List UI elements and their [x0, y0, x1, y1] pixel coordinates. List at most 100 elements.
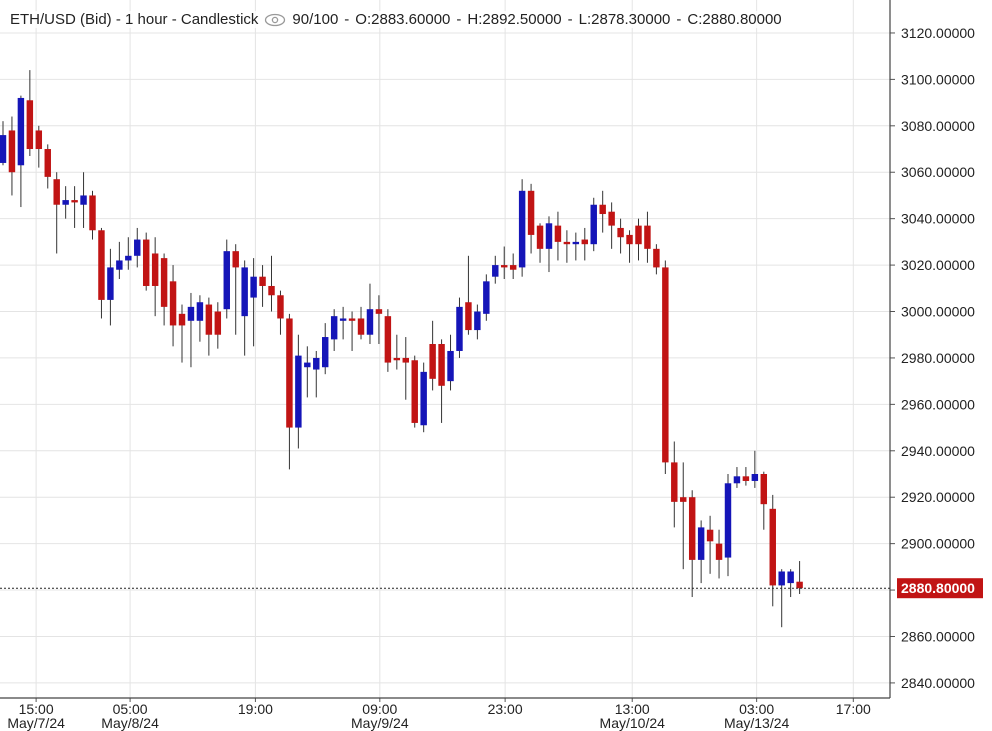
candle-body — [483, 281, 490, 314]
candle-body — [142, 239, 150, 286]
candle-body — [304, 362, 311, 368]
zoom-text: 90/100 — [292, 11, 339, 28]
x-tick-label: 17:00 — [836, 701, 871, 717]
candle-body — [518, 190, 526, 268]
y-tick-label: 2940.00000 — [901, 443, 975, 459]
candle-body — [680, 497, 687, 502]
candle-body — [438, 344, 445, 386]
candle-body — [241, 267, 248, 317]
candle-body — [527, 190, 535, 235]
candle-body — [536, 225, 544, 249]
candle-body — [447, 350, 454, 382]
candle-body — [71, 200, 78, 203]
chart-header: ETH/USD (Bid) - 1 hour - Candlestick 90/… — [10, 11, 782, 28]
candle-body — [357, 318, 365, 335]
y-tick-label: 3080.00000 — [901, 118, 975, 134]
separator: - — [567, 11, 573, 28]
x-tick-label: 03:00 — [739, 701, 774, 717]
candle-body — [26, 100, 34, 150]
candle-body — [706, 529, 714, 542]
candle-body — [98, 230, 105, 300]
candle-body — [321, 337, 329, 368]
y-tick-label: 2840.00000 — [901, 675, 975, 691]
x-tick-date: May/10/24 — [600, 715, 666, 731]
separator: - — [676, 11, 682, 28]
candle-body — [277, 295, 284, 319]
candle-body — [116, 260, 123, 270]
candle-body — [465, 302, 472, 331]
candle-body — [644, 225, 651, 249]
x-tick-label: 05:00 — [113, 701, 148, 717]
x-tick-label: 09:00 — [362, 701, 397, 717]
candle-body — [44, 149, 51, 177]
x-tick-date: May/8/24 — [101, 715, 159, 731]
y-tick-label: 2960.00000 — [901, 396, 975, 412]
candle-body — [160, 258, 168, 307]
x-tick-label: 23:00 — [488, 701, 523, 717]
candle-body — [653, 248, 660, 268]
candle-body — [330, 316, 338, 340]
candle-body — [769, 508, 776, 586]
candle-body — [635, 225, 642, 245]
candle-body — [8, 130, 16, 173]
candle-body — [223, 251, 230, 310]
candle-body — [787, 571, 794, 584]
candle-body — [715, 543, 723, 560]
candle-body — [125, 255, 132, 261]
candle-body — [545, 223, 553, 249]
candle-body — [411, 360, 418, 423]
y-tick-label: 2920.00000 — [901, 489, 975, 505]
candle-body — [151, 253, 159, 286]
candle-body — [474, 311, 481, 331]
x-tick-date: May/9/24 — [351, 715, 409, 731]
candle-body — [313, 357, 320, 370]
candle-body — [205, 304, 213, 335]
x-tick-label: 19:00 — [238, 701, 273, 717]
candle-body — [697, 527, 705, 560]
candle-body — [724, 483, 732, 558]
candle-body — [196, 302, 204, 321]
candle-body — [581, 239, 589, 245]
candle-body — [671, 462, 678, 502]
ohlc-low: L:2878.30000 — [578, 11, 671, 28]
candle-body — [375, 309, 383, 314]
candle-body — [232, 251, 239, 268]
candle-body — [599, 204, 606, 215]
ohlc-open: O:2883.60000 — [355, 11, 451, 28]
candle-body — [626, 234, 633, 245]
candle-body — [492, 265, 499, 277]
candle-body — [608, 211, 615, 226]
candle-body — [134, 239, 141, 256]
y-tick-label: 2860.00000 — [901, 628, 975, 644]
candle-body — [259, 276, 266, 286]
candle-body — [733, 476, 741, 484]
x-tick-date: May/7/24 — [7, 715, 65, 731]
candle-body — [402, 357, 409, 363]
candle-body — [178, 313, 186, 326]
y-tick-label: 3100.00000 — [901, 71, 975, 87]
visibility-icon[interactable] — [264, 13, 286, 27]
candle-body — [366, 309, 374, 335]
candle-body — [429, 344, 436, 379]
ohlc-high: H:2892.50000 — [467, 11, 562, 28]
y-tick-label: 2900.00000 — [901, 536, 975, 552]
candle-body — [617, 227, 624, 238]
candle-body — [187, 306, 195, 321]
last-price-label: 2880.80000 — [901, 580, 975, 596]
candle-body — [17, 97, 25, 166]
x-tick-label: 15:00 — [19, 701, 54, 717]
candle-body — [89, 195, 96, 231]
y-tick-label: 3020.00000 — [901, 257, 975, 273]
candle-body — [53, 179, 60, 205]
last-price-box — [897, 578, 983, 599]
candle-body — [688, 497, 696, 560]
separator: - — [456, 11, 462, 28]
y-tick-label: 3120.00000 — [901, 25, 975, 41]
candle-body — [760, 473, 768, 505]
candle-body — [509, 265, 517, 270]
candle-body — [384, 316, 392, 363]
x-tick-label: 13:00 — [615, 701, 650, 717]
candle-body — [295, 355, 302, 428]
ohlc-close: C:2880.80000 — [687, 11, 782, 28]
